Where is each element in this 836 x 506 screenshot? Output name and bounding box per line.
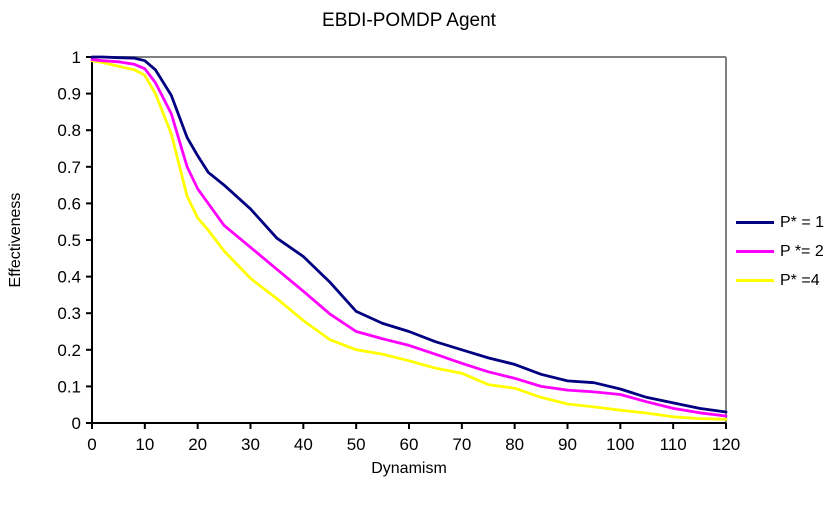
svg-text:60: 60 — [400, 435, 419, 454]
svg-text:0.8: 0.8 — [57, 121, 81, 140]
legend-item-p2: P *= 2 — [736, 237, 824, 266]
legend-line-swatch-p2 — [736, 250, 774, 253]
svg-text:90: 90 — [558, 435, 577, 454]
legend-line-swatch-p1 — [736, 221, 774, 224]
svg-text:0.2: 0.2 — [57, 341, 81, 360]
svg-text:10: 10 — [135, 435, 154, 454]
svg-text:0: 0 — [72, 414, 81, 433]
chart-title: EBDI-POMDP Agent — [322, 10, 496, 31]
svg-text:120: 120 — [712, 435, 740, 454]
legend: P* = 1 P *= 2 P* =4 — [736, 208, 824, 295]
legend-line-swatch-p4 — [736, 279, 774, 282]
svg-text:20: 20 — [188, 435, 207, 454]
svg-text:50: 50 — [347, 435, 366, 454]
svg-text:0.7: 0.7 — [57, 158, 81, 177]
svg-text:0.1: 0.1 — [57, 377, 81, 396]
svg-text:0.6: 0.6 — [57, 194, 81, 213]
svg-text:1: 1 — [72, 48, 81, 67]
legend-item-p4: P* =4 — [736, 266, 824, 295]
legend-item-p1: P* = 1 — [736, 208, 824, 237]
svg-text:0.5: 0.5 — [57, 231, 81, 250]
svg-text:0: 0 — [87, 435, 96, 454]
svg-text:0.4: 0.4 — [57, 268, 81, 287]
svg-text:80: 80 — [505, 435, 524, 454]
svg-text:110: 110 — [660, 435, 687, 454]
svg-text:0.3: 0.3 — [57, 304, 81, 323]
legend-label-p1: P* = 1 — [780, 213, 825, 231]
svg-text:30: 30 — [241, 435, 260, 454]
legend-label-p2: P *= 2 — [780, 242, 824, 260]
x-axis-label: Dynamism — [371, 460, 447, 477]
y-axis-label: Effectiveness — [7, 192, 24, 288]
svg-text:0.9: 0.9 — [57, 85, 81, 104]
legend-label-p4: P* =4 — [780, 271, 820, 289]
svg-text:70: 70 — [452, 435, 471, 454]
svg-text:40: 40 — [294, 435, 313, 454]
svg-text:100: 100 — [606, 435, 634, 454]
